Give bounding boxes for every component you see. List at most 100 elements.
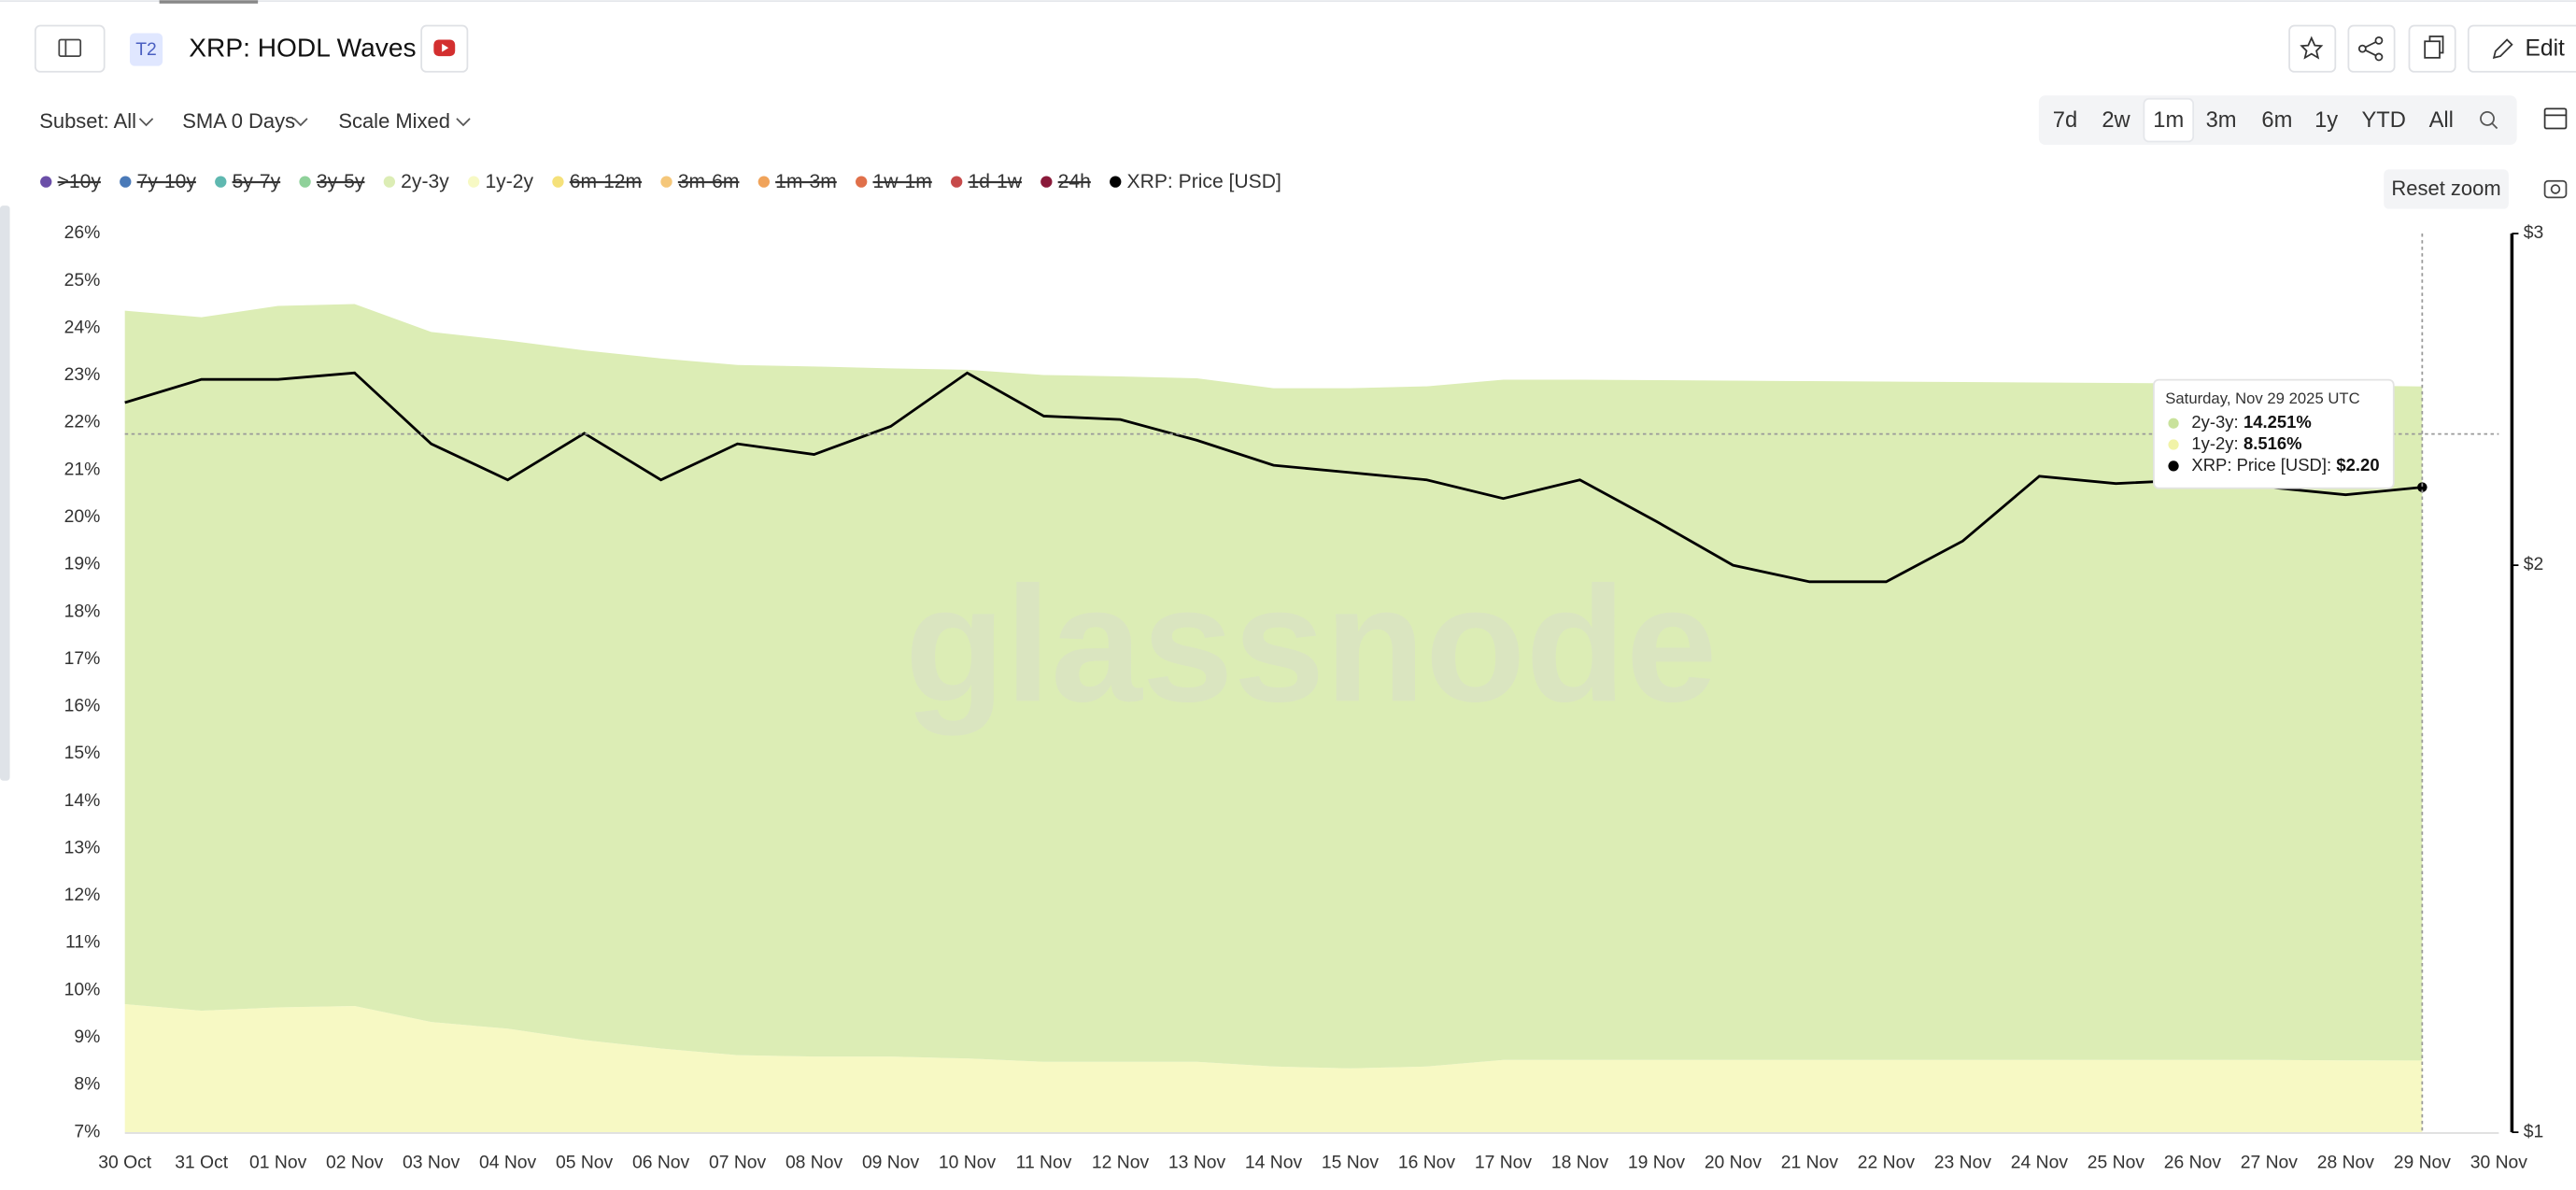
tooltip-label: XRP: Price [USD]:	[2191, 455, 2331, 475]
x-tick-label: 17 Nov	[1475, 1153, 1533, 1173]
tooltip-dot	[2168, 460, 2179, 472]
x-tick-label: 31 Oct	[175, 1153, 229, 1173]
x-tick-label: 29 Nov	[2394, 1153, 2452, 1173]
tooltip-value: 14.251%	[2243, 412, 2312, 432]
range-button[interactable]: YTD	[2361, 108, 2405, 133]
dropdown-caret	[293, 118, 308, 127]
x-tick-label: 25 Nov	[2088, 1153, 2145, 1173]
range-button[interactable]: 2w	[2102, 108, 2130, 133]
reset-zoom-button[interactable]	[2384, 169, 2509, 209]
legend-label[interactable]: 3y-5y	[317, 171, 365, 192]
zoom-select-icon[interactable]	[2480, 110, 2498, 130]
copy-button[interactable]	[2408, 24, 2456, 73]
y-tick-label: 25%	[64, 270, 101, 290]
legend-label[interactable]: 5y-7y	[233, 171, 281, 192]
y-tick-label: 8%	[74, 1074, 100, 1095]
x-tick-label: 06 Nov	[632, 1153, 690, 1173]
x-tick-label: 11 Nov	[1016, 1153, 1072, 1173]
legend-label[interactable]: 24h	[1058, 171, 1091, 192]
legend-dot	[383, 176, 396, 188]
range-button[interactable]: 3m	[2206, 108, 2237, 133]
legend-label[interactable]: XRP: Price [USD]	[1127, 171, 1281, 192]
watermark: glassnode	[905, 553, 1718, 736]
tab-indicator	[159, 0, 259, 4]
dropdown-caret	[138, 118, 154, 127]
y2-tick-label: $1	[2524, 1121, 2544, 1141]
scale-dropdown[interactable]: Scale Mixed	[338, 109, 450, 133]
x-tick-label: 02 Nov	[326, 1153, 384, 1173]
y2-tick-label: $2	[2524, 554, 2544, 574]
range-button[interactable]: 7d	[2053, 108, 2077, 133]
x-tick-label: 28 Nov	[2317, 1153, 2375, 1173]
legend-label[interactable]: 2y-3y	[401, 171, 449, 192]
x-tick-label: 12 Nov	[1092, 1153, 1150, 1173]
star-button[interactable]	[2288, 24, 2337, 73]
x-tick-label: 01 Nov	[249, 1153, 307, 1173]
legend-label[interactable]: 1w-1m	[873, 171, 932, 192]
tier-badge	[129, 33, 163, 66]
price-line	[124, 371, 2423, 584]
camera-icon[interactable]	[2543, 179, 2568, 199]
x-tick-label: 26 Nov	[2164, 1153, 2222, 1173]
range-buttons: 7d 2w 1m 3m 6m 1y YTD All	[2053, 97, 2454, 143]
legend-dot	[299, 176, 311, 188]
legend-label[interactable]: 6m-12m	[570, 171, 642, 192]
tooltip-label: 1y-2y:	[2191, 433, 2238, 453]
legend-dot	[1040, 176, 1053, 188]
edit-label: Edit	[2525, 36, 2565, 62]
calendar-icon[interactable]	[2543, 107, 2568, 130]
x-tick-label: 20 Nov	[1705, 1153, 1762, 1173]
subset-dropdown[interactable]: Subset: All	[39, 109, 136, 133]
sidebar-edge	[0, 205, 10, 781]
legend-dot	[757, 176, 771, 188]
share-icon	[2357, 35, 2384, 62]
y-tick-label: 24%	[64, 317, 101, 337]
plot	[124, 304, 2427, 1133]
legend-label[interactable]: 7y-10y	[137, 171, 197, 192]
x-tick-label: 04 Nov	[479, 1153, 537, 1173]
y-tick-label: 7%	[74, 1121, 100, 1141]
dropdown-caret	[456, 118, 471, 127]
range-button[interactable]: All	[2429, 108, 2454, 133]
x-tick-label: 21 Nov	[1781, 1153, 1839, 1173]
x-tick-label: 14 Nov	[1245, 1153, 1303, 1173]
y-tick-label: 11%	[65, 932, 100, 953]
x-tick-label: 09 Nov	[862, 1153, 920, 1173]
share-button[interactable]	[2347, 24, 2396, 73]
range-button[interactable]: 6m	[2261, 108, 2292, 133]
x-tick-label: 16 Nov	[1398, 1153, 1456, 1173]
x-tick-label: 18 Nov	[1551, 1153, 1609, 1173]
tooltip-value: 8.516%	[2243, 433, 2302, 453]
sma-dropdown[interactable]: SMA 0 Days	[182, 109, 295, 133]
range-button[interactable]: 1m	[2153, 108, 2184, 133]
top-border	[0, 0, 2576, 3]
legend-dot	[120, 176, 132, 188]
sidebar-icon	[58, 38, 82, 57]
edit-button[interactable]	[2467, 24, 2576, 73]
y-tick-label: 9%	[74, 1027, 100, 1047]
legend-label[interactable]: >10y	[58, 171, 102, 192]
x-tick-label: 23 Nov	[1934, 1153, 1992, 1173]
tooltip-dot	[2168, 439, 2179, 450]
legend-label[interactable]: 1y-2y	[485, 171, 533, 192]
star-icon	[2300, 35, 2324, 60]
range-button[interactable]: 1y	[2314, 108, 2338, 133]
legend-label[interactable]: 1d-1w	[968, 171, 1022, 192]
legend-label[interactable]: 3m-6m	[678, 171, 740, 192]
x-tick-label: 15 Nov	[1322, 1153, 1380, 1173]
sidebar-toggle[interactable]	[34, 24, 106, 73]
y-tick-label: 18%	[64, 601, 101, 621]
legend-label[interactable]: 1m-3m	[775, 171, 837, 192]
x-tick-label: 30 Oct	[98, 1153, 152, 1173]
y-tick-label: 26%	[64, 222, 101, 243]
video-icon-play	[442, 43, 449, 52]
y-tick-label: 21%	[64, 459, 101, 479]
y-tick-label: 14%	[64, 790, 101, 811]
tier-badge-text: T2	[135, 39, 157, 60]
reset-zoom-label: Reset zoom	[2391, 177, 2500, 200]
y-tick-label: 15%	[64, 743, 101, 763]
legend-dot	[660, 176, 672, 188]
x-tick-label: 07 Nov	[709, 1153, 767, 1173]
y-tick-label: 13%	[64, 837, 101, 857]
tooltip-dot	[2168, 418, 2179, 429]
